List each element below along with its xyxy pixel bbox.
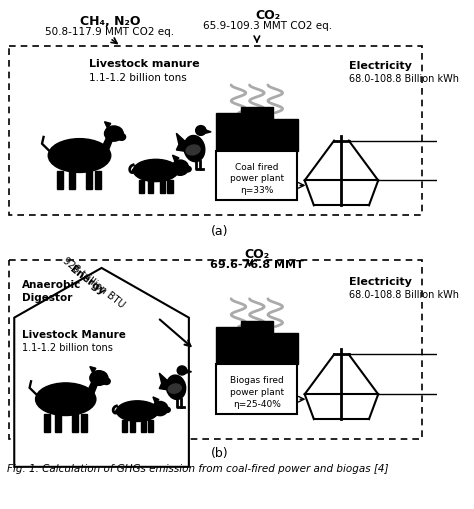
Bar — [160, 180, 165, 193]
Ellipse shape — [117, 401, 158, 421]
Ellipse shape — [168, 384, 182, 393]
Text: Digestor: Digestor — [22, 293, 72, 303]
Bar — [148, 420, 153, 432]
Ellipse shape — [185, 166, 191, 172]
Text: Electricity: Electricity — [349, 61, 411, 71]
Bar — [69, 171, 75, 189]
Ellipse shape — [196, 126, 206, 135]
Text: Biogas fired: Biogas fired — [230, 376, 284, 385]
Text: Fig. 1. Calculation of GHGs emission from coal-fired power and biogas [4]: Fig. 1. Calculation of GHGs emission fro… — [7, 464, 388, 474]
Ellipse shape — [48, 138, 111, 173]
Ellipse shape — [164, 407, 170, 412]
Text: Livestock Manure: Livestock Manure — [22, 330, 126, 340]
Polygon shape — [173, 155, 179, 162]
Text: 928 trillion BTU: 928 trillion BTU — [61, 256, 127, 309]
Bar — [217, 364, 297, 414]
Bar — [216, 327, 247, 364]
Text: 50.8-117.9 MMT CO2 eq.: 50.8-117.9 MMT CO2 eq. — [46, 27, 174, 37]
Ellipse shape — [166, 375, 186, 400]
Text: η=33%: η=33% — [240, 186, 273, 195]
Ellipse shape — [36, 383, 96, 415]
Bar — [95, 171, 101, 189]
Bar — [141, 420, 146, 432]
Bar — [44, 414, 50, 432]
Text: Livestock manure: Livestock manure — [89, 59, 200, 69]
Text: CO₂: CO₂ — [244, 248, 269, 261]
Text: 69.6-76.8 MMT: 69.6-76.8 MMT — [210, 260, 304, 270]
Bar — [9, 260, 422, 439]
Ellipse shape — [104, 126, 123, 141]
Bar — [217, 151, 297, 201]
Text: 1.1-1.2 billion tons: 1.1-1.2 billion tons — [22, 343, 112, 353]
Polygon shape — [176, 133, 185, 151]
Bar — [86, 171, 92, 189]
Text: power plant: power plant — [230, 388, 284, 397]
Bar — [167, 180, 173, 193]
Bar — [130, 420, 135, 432]
Bar — [241, 107, 273, 151]
Bar — [148, 180, 153, 193]
Text: Energy: Energy — [68, 264, 106, 297]
Ellipse shape — [103, 378, 110, 384]
Bar — [9, 46, 422, 215]
Polygon shape — [14, 268, 189, 467]
Polygon shape — [87, 381, 97, 396]
Text: 1.1-1.2 billion tons: 1.1-1.2 billion tons — [89, 73, 186, 83]
Text: (b): (b) — [210, 447, 228, 460]
Ellipse shape — [90, 371, 108, 385]
Text: Coal fired: Coal fired — [235, 162, 279, 172]
Ellipse shape — [172, 160, 189, 175]
Ellipse shape — [177, 366, 187, 375]
Text: 68.0-108.8 Billion kWh: 68.0-108.8 Billion kWh — [349, 290, 459, 300]
Ellipse shape — [184, 135, 205, 162]
Ellipse shape — [186, 145, 200, 155]
Bar — [139, 180, 144, 193]
Text: CO₂: CO₂ — [255, 9, 281, 22]
Text: power plant: power plant — [230, 175, 284, 183]
Bar — [267, 332, 298, 364]
Bar — [216, 113, 247, 151]
Polygon shape — [101, 137, 112, 152]
Bar — [267, 119, 298, 151]
Polygon shape — [153, 397, 159, 404]
Polygon shape — [90, 366, 96, 373]
Text: 65.9-109.3 MMT CO2 eq.: 65.9-109.3 MMT CO2 eq. — [203, 21, 332, 31]
Polygon shape — [104, 122, 111, 128]
Polygon shape — [205, 130, 211, 133]
Bar — [81, 414, 87, 432]
Bar — [241, 321, 273, 364]
Text: Anaerobic: Anaerobic — [22, 280, 81, 290]
Polygon shape — [186, 370, 191, 373]
Bar — [57, 171, 63, 189]
Ellipse shape — [118, 133, 126, 140]
Text: (a): (a) — [210, 225, 228, 238]
Text: Electricity: Electricity — [349, 277, 411, 287]
Bar — [122, 420, 127, 432]
Text: 68.0-108.8 Billion kWh: 68.0-108.8 Billion kWh — [349, 74, 459, 84]
Ellipse shape — [133, 159, 178, 182]
Text: CH₄, N₂O: CH₄, N₂O — [80, 15, 140, 29]
Bar — [55, 414, 61, 432]
Polygon shape — [159, 373, 168, 390]
Text: η=25-40%: η=25-40% — [233, 400, 281, 409]
Bar — [72, 414, 78, 432]
Ellipse shape — [152, 402, 168, 416]
